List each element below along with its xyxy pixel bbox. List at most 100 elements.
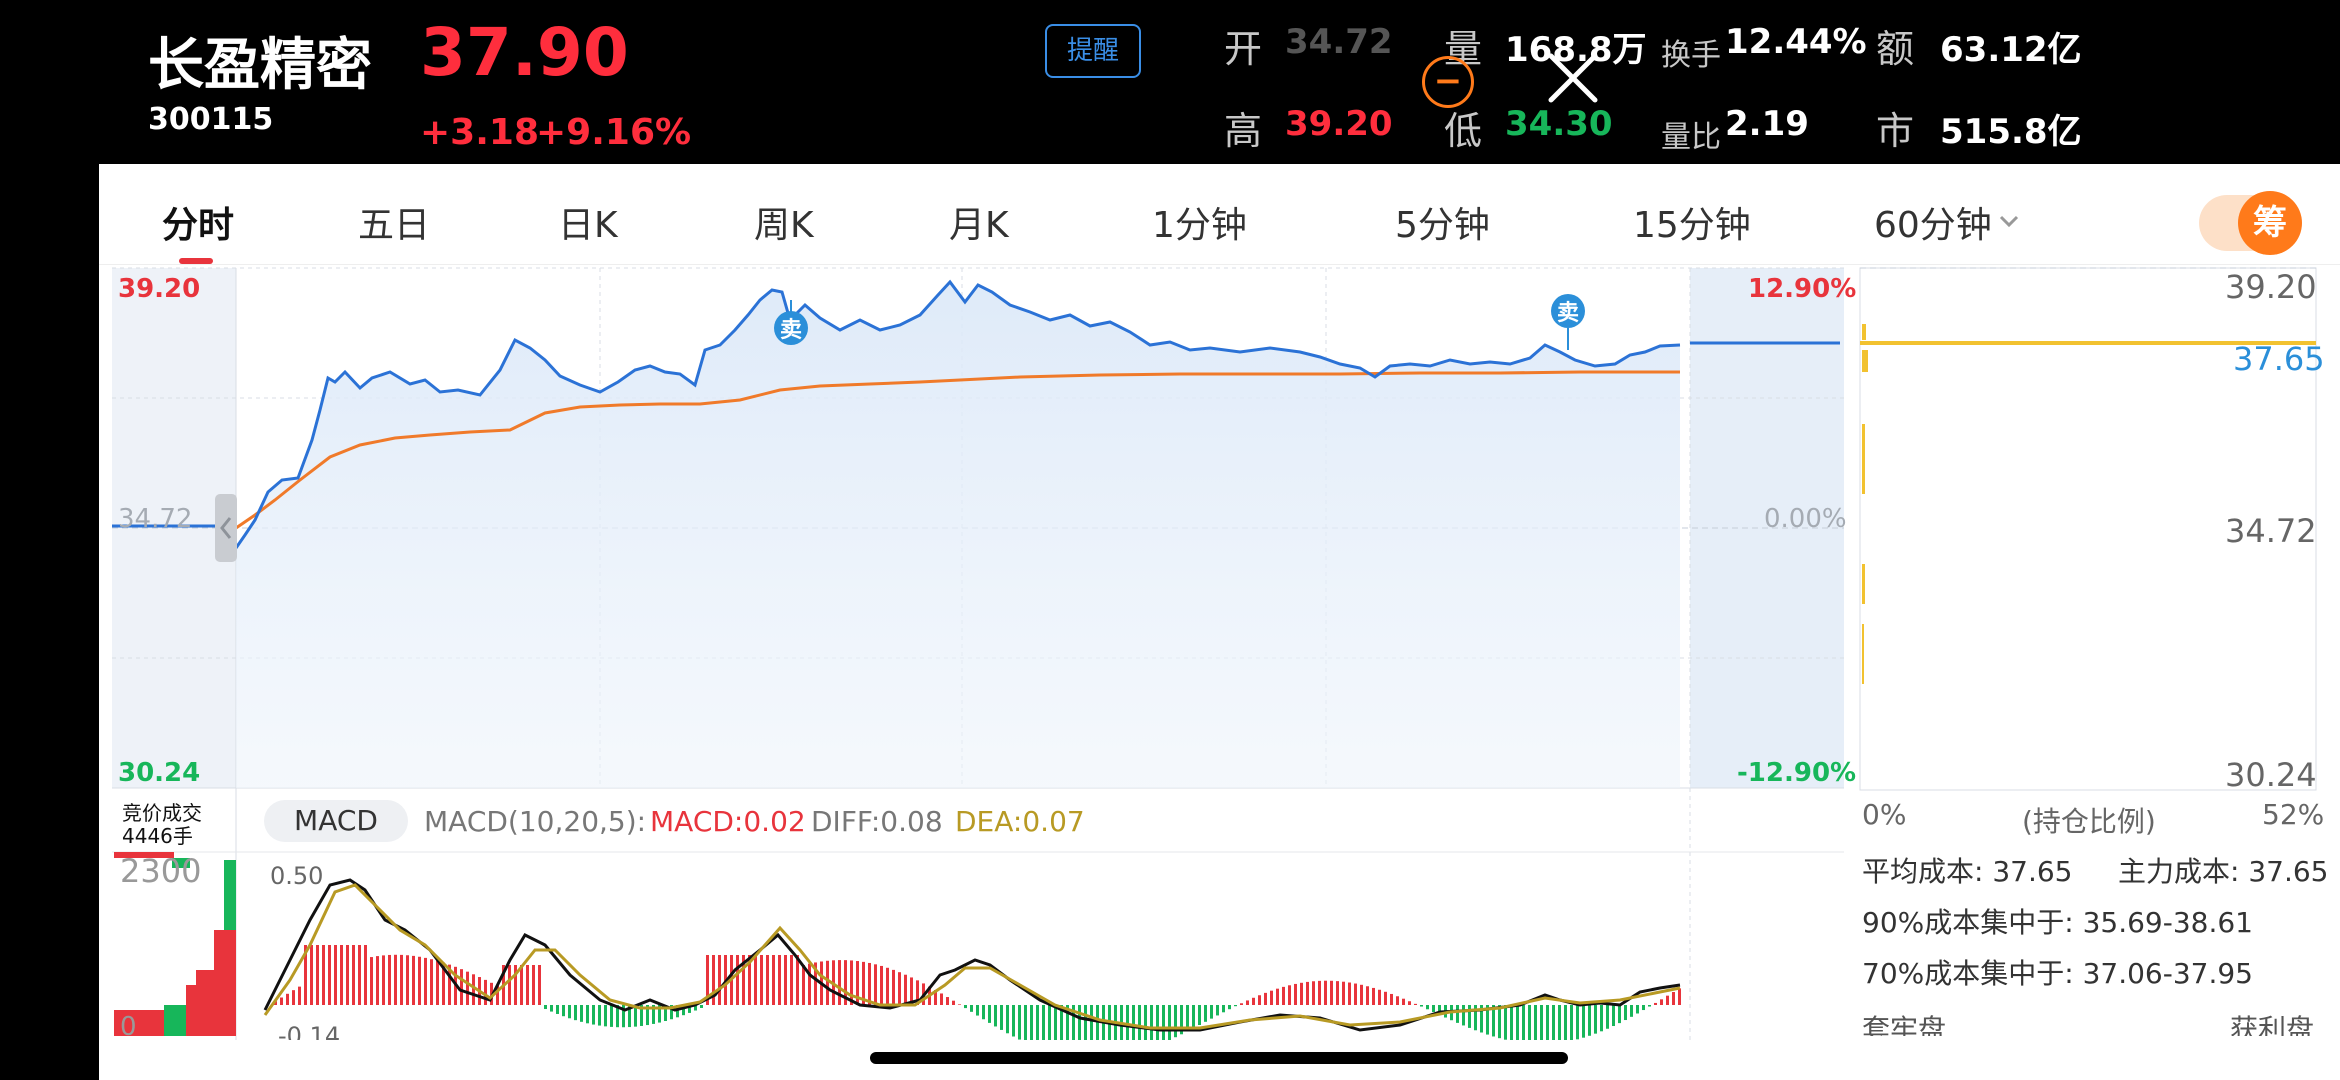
macd-bar <box>424 957 427 1005</box>
macd-bar <box>958 1004 961 1005</box>
macd-bar <box>1666 995 1669 1005</box>
tab-15min[interactable]: 15分钟 <box>1633 205 1751 246</box>
stock-name: 长盈精密 <box>148 33 372 98</box>
chip-toggle-knob[interactable]: 筹 <box>2238 191 2302 255</box>
macd-bar <box>358 945 361 1005</box>
macd-bar <box>1516 1005 1519 1043</box>
macd-bar <box>1336 981 1339 1005</box>
macd-bar <box>1084 1005 1087 1060</box>
macd-bar <box>1270 990 1273 1005</box>
macd-bar <box>700 1005 703 1008</box>
macd-bar <box>592 1005 595 1025</box>
sell-marker[interactable]: 卖 <box>1551 294 1585 350</box>
tab-1min[interactable]: 1分钟 <box>1152 205 1247 246</box>
tab-intraday[interactable]: 分时 <box>162 205 235 246</box>
macd-bar <box>970 1005 973 1012</box>
macd-bar <box>598 1005 601 1026</box>
macd-bar <box>712 955 715 1005</box>
remind-button[interactable]: 提醒 <box>1045 24 1141 78</box>
y-axis-top: 39.20 <box>118 274 201 304</box>
macd-bar <box>292 990 295 1005</box>
macd-bar <box>1534 1005 1537 1044</box>
macd-bar <box>1072 1005 1075 1058</box>
macd-bar <box>1282 986 1285 1005</box>
volume-ratio-label: 量比 <box>1661 120 1721 155</box>
macd-bar <box>328 945 331 1005</box>
market-cap-label: 市 <box>1876 109 1915 153</box>
macd-bar <box>466 971 469 1005</box>
macd-bar <box>604 1005 607 1027</box>
stock-code: 300115 <box>148 102 274 137</box>
collapse-handle[interactable] <box>215 494 237 562</box>
tab-60min[interactable]: 60分钟 <box>1874 205 1992 246</box>
macd-bar <box>838 960 841 1005</box>
macd-bar <box>532 965 535 1005</box>
auction-volume: 4446手 <box>122 824 193 848</box>
macd-bar <box>652 1005 655 1024</box>
macd-bar <box>1570 1005 1573 1041</box>
macd-bar <box>430 959 433 1005</box>
macd-bar <box>1342 981 1345 1005</box>
price-area-fill <box>236 282 1680 788</box>
tab-5min[interactable]: 5分钟 <box>1395 205 1490 246</box>
macd-bar <box>850 960 853 1005</box>
macd-bar <box>568 1005 571 1019</box>
macd-bar <box>1102 1005 1105 1060</box>
ratio-min: 0% <box>1862 798 1907 831</box>
high-value: 39.20 <box>1285 104 1393 144</box>
macd-bar <box>412 955 415 1005</box>
macd-bar <box>892 969 895 1005</box>
macd-bar <box>1456 1005 1459 1023</box>
amount-label: 额 <box>1876 27 1915 71</box>
macd-bar <box>976 1005 979 1016</box>
tab-monthly-k[interactable]: 月K <box>949 205 1009 246</box>
macd-bar <box>508 965 511 1005</box>
sell-marker[interactable]: 卖 <box>774 300 808 345</box>
macd-bar <box>1618 1005 1621 1024</box>
home-indicator[interactable] <box>870 1052 1568 1064</box>
macd-bar <box>874 964 877 1005</box>
price-change-pct: +9.16% <box>536 112 692 153</box>
macd-bar <box>1258 995 1261 1005</box>
macd-bar <box>1006 1005 1009 1034</box>
macd-bar <box>1378 989 1381 1005</box>
macd-bar <box>808 963 811 1005</box>
chevron-down-icon[interactable] <box>1998 213 2020 229</box>
macd-bar <box>1156 1005 1159 1046</box>
tab-daily-k[interactable]: 日K <box>558 205 618 246</box>
turnover-value: 12.44% <box>1725 22 1867 62</box>
svg-text:卖: 卖 <box>780 317 802 343</box>
macd-bar <box>1066 1005 1069 1057</box>
chevron-left-icon[interactable] <box>220 517 232 539</box>
macd-bar <box>496 985 499 1005</box>
macd-bar <box>1324 980 1327 1005</box>
macd-bar <box>1462 1005 1465 1026</box>
macd-bar <box>1396 996 1399 1005</box>
chip-price-top: 39.20 <box>2225 268 2317 306</box>
price-line <box>234 279 1681 549</box>
macd-bar <box>1468 1005 1471 1028</box>
macd-bar <box>1024 1005 1027 1043</box>
macd-bar <box>1306 981 1309 1005</box>
minus-icon[interactable]: − <box>1422 56 1474 108</box>
amount-value: 63.12亿 <box>1940 30 2082 70</box>
macd-bar <box>610 1005 613 1027</box>
macd-bar <box>388 954 391 1005</box>
macd-bar <box>1078 1005 1081 1059</box>
macd-indicator-button[interactable]: MACD <box>264 800 408 842</box>
macd-bar <box>706 955 709 1005</box>
chip-price-current: 37.65 <box>2233 340 2325 378</box>
macd-bar <box>1294 983 1297 1005</box>
macd-bar <box>1672 992 1675 1005</box>
macd-bar <box>1540 1005 1543 1045</box>
close-icon[interactable] <box>1543 48 1603 108</box>
macd-bar <box>460 969 463 1005</box>
macd-bar <box>310 945 313 1005</box>
macd-bar <box>778 955 781 1005</box>
turnover-label: 换手 <box>1661 38 1721 73</box>
tab-five-day[interactable]: 五日 <box>358 205 431 246</box>
macd-bar <box>274 1001 277 1005</box>
tab-weekly-k[interactable]: 周K <box>754 205 814 246</box>
macd-bar <box>1606 1005 1609 1029</box>
macd-bar <box>1210 1005 1213 1019</box>
